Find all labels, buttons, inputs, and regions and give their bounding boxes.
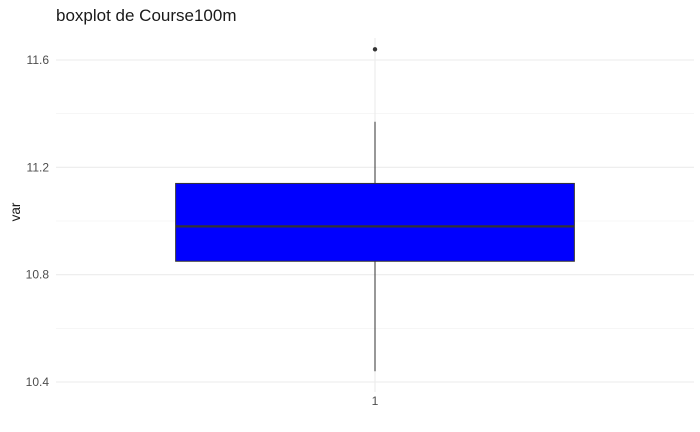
y-tick-label: 10.8 (26, 268, 50, 282)
y-tick-label: 10.4 (26, 375, 50, 389)
outlier-point (372, 47, 378, 52)
y-tick-label: 11.2 (27, 160, 50, 174)
y-axis-title: var (8, 202, 23, 221)
box-iqr (175, 182, 575, 262)
y-tick-label: 11.6 (27, 53, 50, 67)
chart-title: boxplot de Course100m (56, 6, 237, 25)
box-group (175, 47, 575, 372)
boxes (175, 47, 575, 372)
x-tick-label: 1 (372, 394, 379, 408)
x-axis-tick-labels: 1 (372, 394, 379, 408)
y-axis-tick-labels: 10.4 10.8 11.2 11.6 (26, 53, 50, 389)
